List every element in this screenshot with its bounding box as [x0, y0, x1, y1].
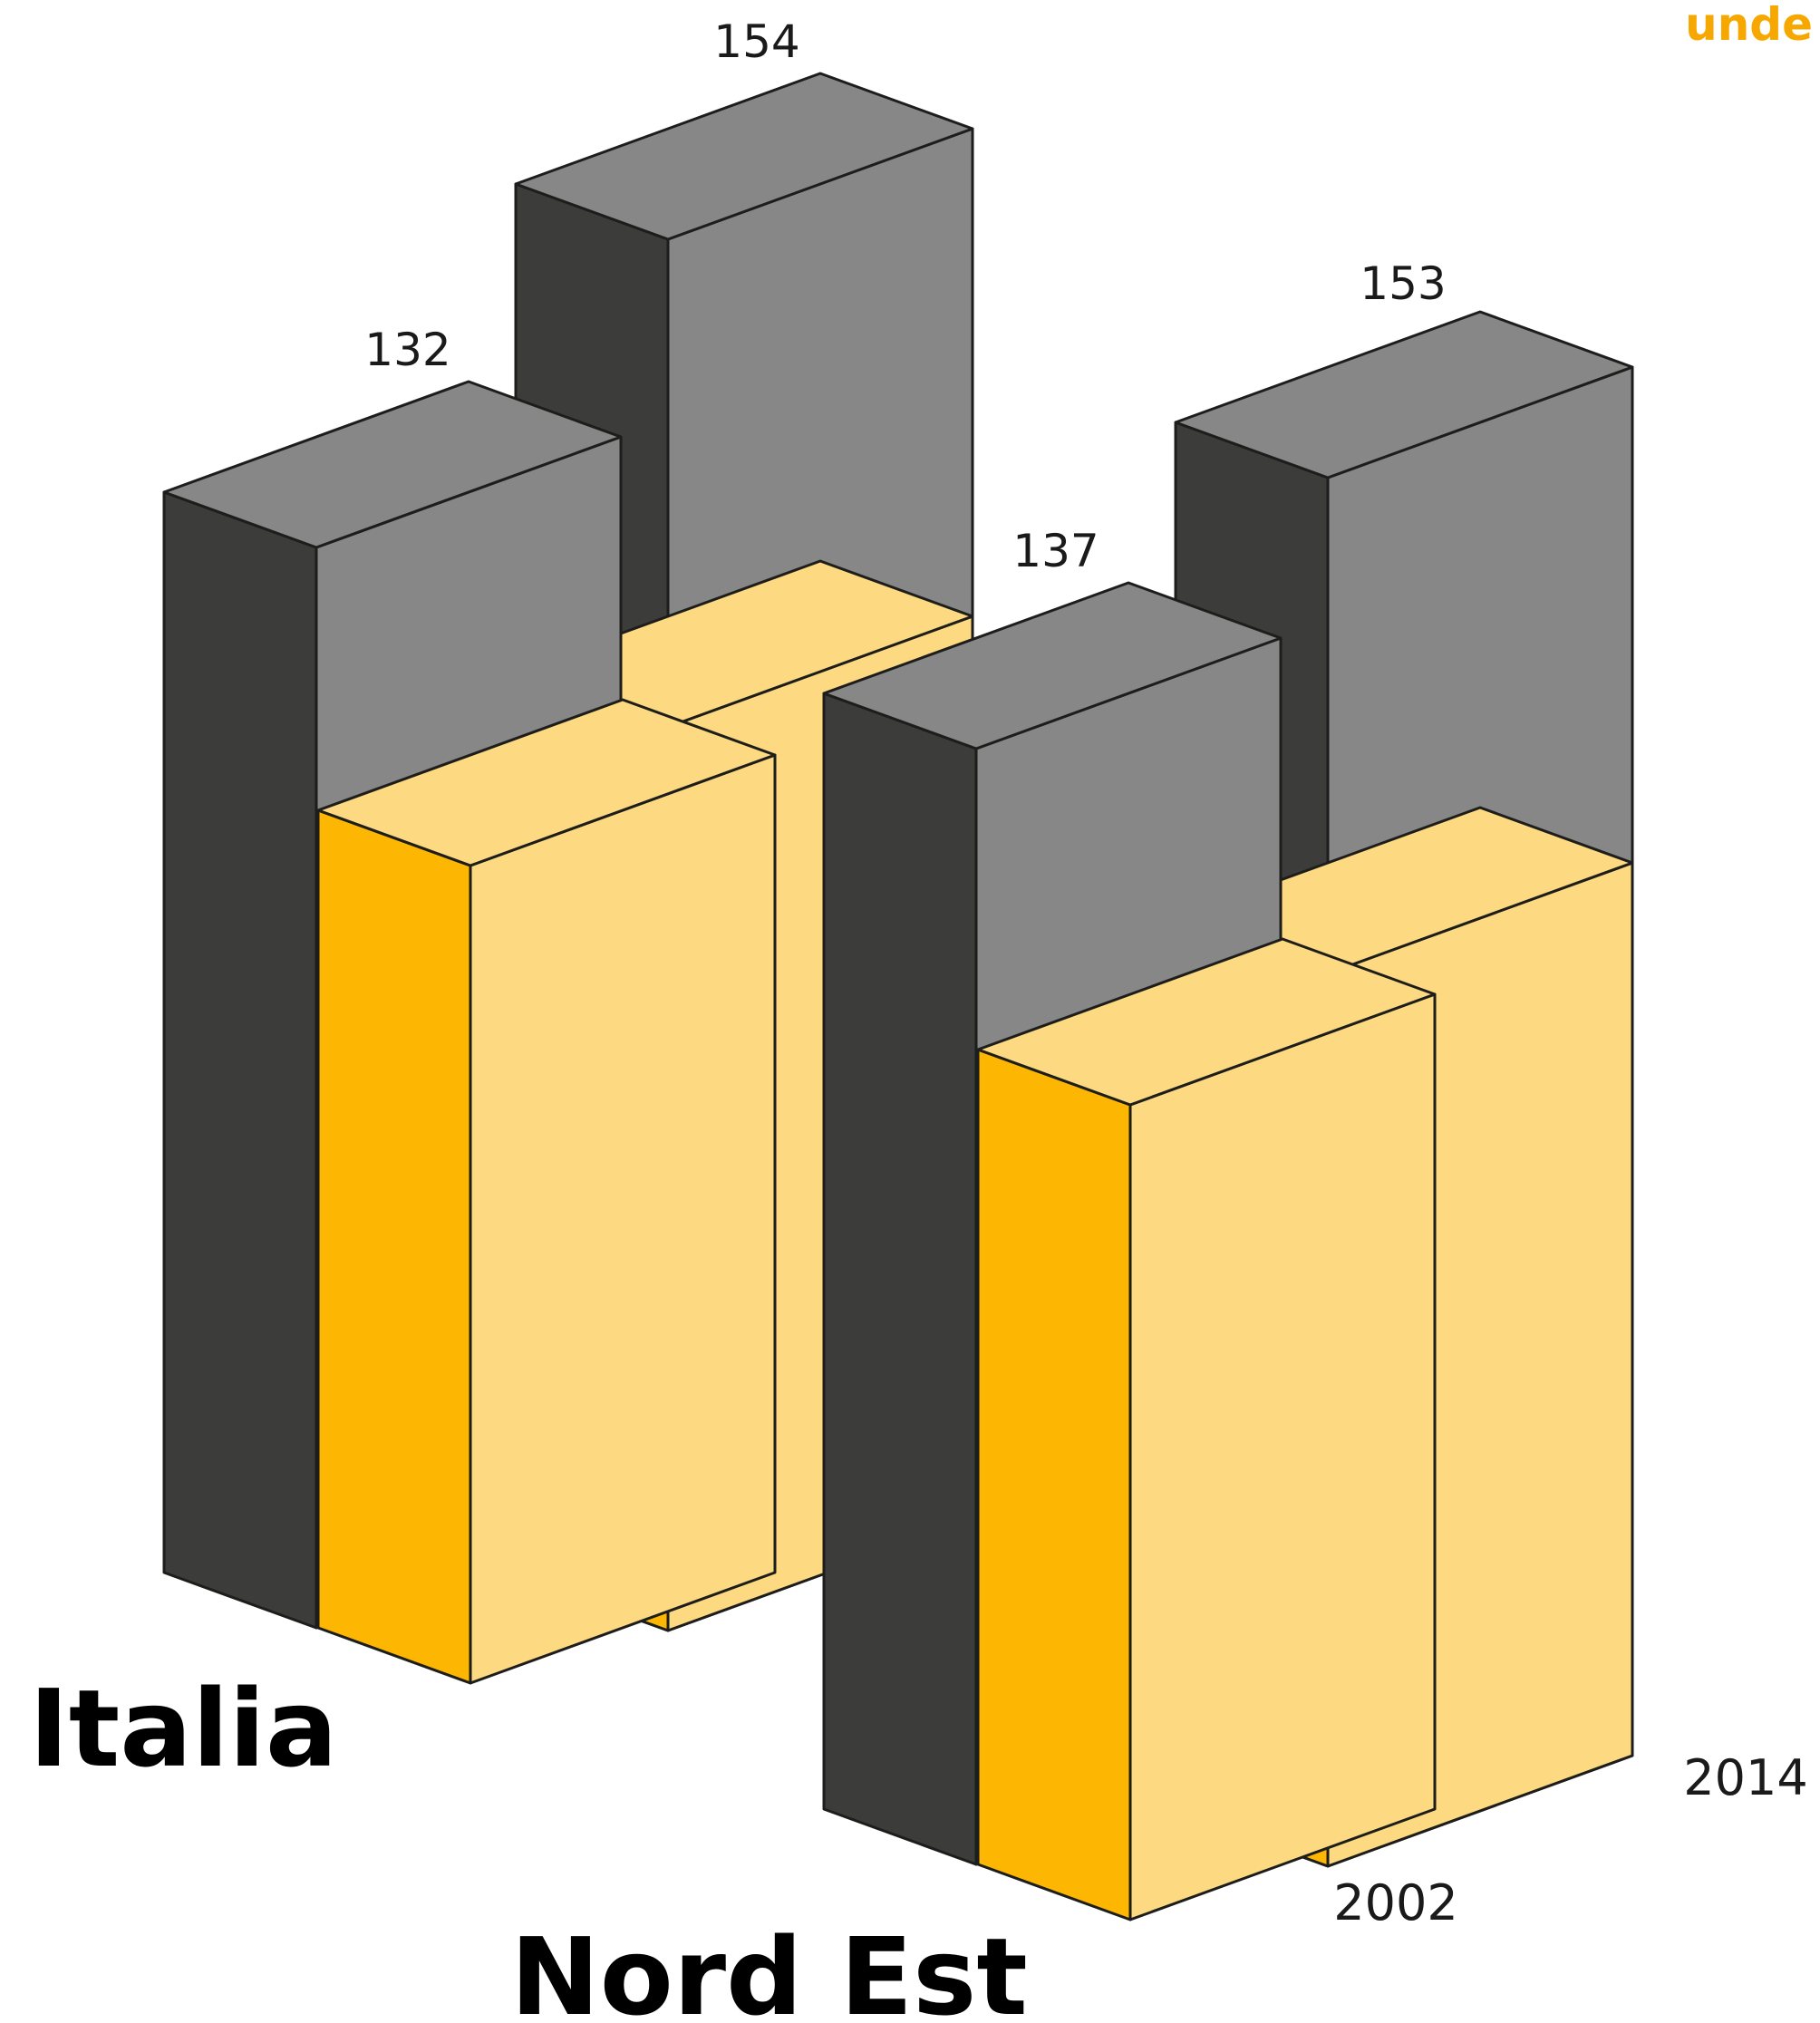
value-label-nordest-2002: 137: [1012, 525, 1099, 577]
bar-nordest-2002-grey-side-face: [822, 692, 978, 1866]
bar-nordest-2002-yellow-front-face: [1128, 992, 1437, 1921]
group-label-italia: Italia: [29, 1666, 337, 1791]
bar-nordest-2002-yellow-side-face: [976, 1048, 1132, 1921]
year-label-2002: 2002: [1333, 1874, 1457, 1931]
bars-layer: [162, 72, 1634, 1921]
bar-italia-2014-grey-top-face: [514, 72, 974, 241]
bar-italia-2002-yellow-side-face: [316, 808, 472, 1685]
bar-italia-2002-grey-side-face: [162, 490, 318, 1630]
bar-nordest-2002-yellow-top-face: [976, 937, 1437, 1107]
year-label-2014: 2014: [1683, 1749, 1807, 1806]
bar-italia-2002-grey-top-face: [162, 380, 623, 549]
bar-nordest-2014-grey-top-face: [1174, 310, 1634, 479]
brand-logo-text: unde: [1685, 0, 1813, 51]
bar-nordest-2002-grey-top-face: [822, 581, 1283, 750]
bar-italia-2002-yellow-top-face: [316, 698, 777, 867]
bar-italia-2002-yellow-front-face: [469, 753, 777, 1685]
value-label-italia-2014: 154: [713, 15, 799, 68]
group-label-nordest: Nord Est: [510, 1914, 1028, 2023]
value-label-nordest-2014: 153: [1360, 257, 1446, 310]
value-label-italia-2002: 132: [364, 324, 450, 376]
